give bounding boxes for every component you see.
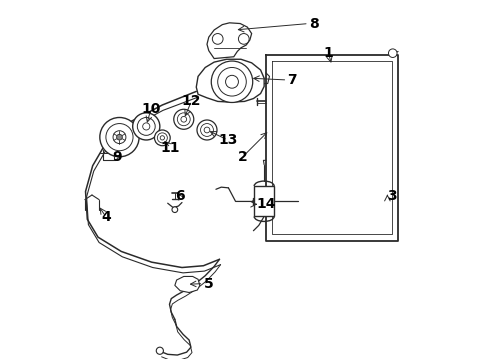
Bar (254, 186, 274, 216)
Circle shape (100, 117, 139, 157)
Text: 3: 3 (386, 189, 396, 203)
Text: 4: 4 (101, 210, 111, 224)
Circle shape (172, 207, 177, 212)
Circle shape (173, 109, 193, 129)
Text: 14: 14 (256, 197, 275, 211)
Text: 13: 13 (218, 133, 237, 147)
Circle shape (197, 120, 217, 140)
Text: 10: 10 (141, 102, 160, 116)
Polygon shape (175, 276, 200, 293)
Text: 9: 9 (112, 150, 121, 164)
Circle shape (142, 123, 149, 130)
Polygon shape (196, 59, 264, 102)
Circle shape (177, 113, 190, 126)
Circle shape (106, 123, 133, 151)
Circle shape (212, 33, 223, 44)
Circle shape (181, 116, 186, 122)
Circle shape (238, 33, 248, 44)
Circle shape (154, 130, 170, 146)
Circle shape (113, 131, 125, 144)
Text: 1: 1 (323, 46, 333, 60)
Circle shape (211, 61, 252, 103)
Text: 11: 11 (161, 141, 180, 155)
Text: 2: 2 (237, 150, 247, 164)
Circle shape (200, 123, 213, 136)
Circle shape (217, 67, 246, 96)
Text: 7: 7 (287, 73, 296, 87)
Text: 12: 12 (182, 94, 201, 108)
Polygon shape (206, 23, 251, 59)
Circle shape (160, 136, 164, 140)
Circle shape (116, 134, 122, 140)
Circle shape (137, 117, 155, 135)
Text: 8: 8 (308, 17, 318, 31)
Text: 6: 6 (174, 189, 184, 203)
Circle shape (225, 75, 238, 88)
Circle shape (156, 347, 163, 354)
Circle shape (132, 113, 160, 140)
Text: 5: 5 (203, 276, 213, 291)
Circle shape (387, 49, 396, 58)
Circle shape (157, 133, 167, 143)
Circle shape (203, 127, 209, 133)
